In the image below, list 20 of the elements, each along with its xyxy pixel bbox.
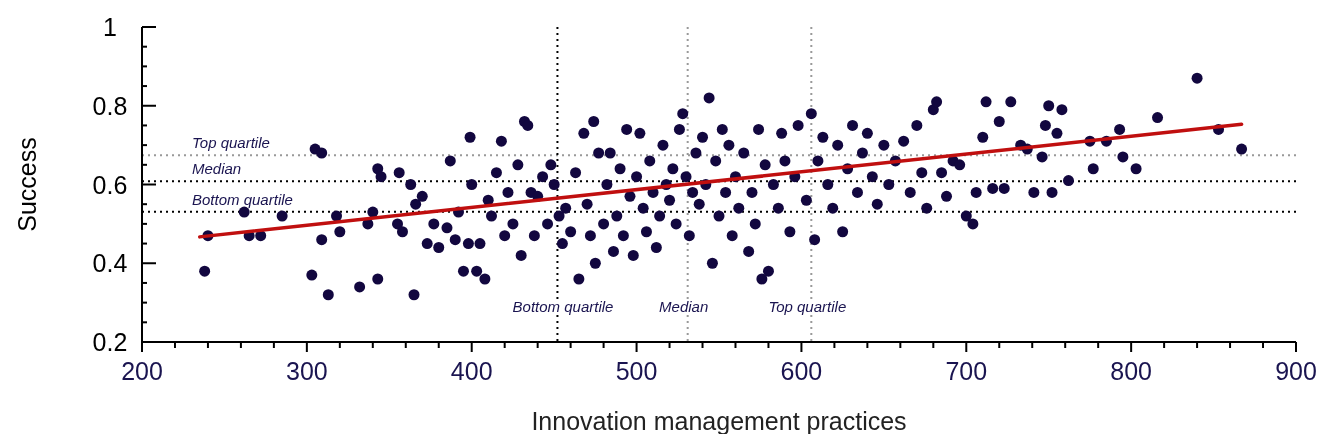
ref-line-label: Median — [659, 298, 709, 315]
ref-line-label: Bottom quartile — [192, 190, 293, 208]
ref-line-label: Bottom quartile — [512, 298, 614, 315]
x-tick-label: 300 — [286, 357, 328, 385]
y-tick-label: 0.8 — [92, 91, 128, 120]
y-tick-label: 0.2 — [92, 328, 128, 356]
y-tick-label: 0.6 — [92, 170, 128, 199]
y-axis-title: Success — [13, 137, 41, 232]
y-tick-label: 1 — [103, 13, 117, 41]
ref-line-label: Median — [192, 160, 242, 178]
ref-line-label: Top quartile — [192, 134, 270, 152]
ref-line-label: Top quartile — [768, 298, 847, 315]
x-tick-label: 700 — [945, 357, 988, 385]
x-tick-label: 900 — [1275, 357, 1317, 385]
x-tick-label: 400 — [450, 357, 493, 385]
y-tick-label: 0.4 — [92, 249, 128, 278]
x-tick-label: 600 — [780, 357, 823, 385]
x-tick-label: 500 — [615, 357, 658, 385]
x-tick-label: 800 — [1110, 357, 1152, 385]
x-tick-label: 200 — [121, 357, 163, 385]
